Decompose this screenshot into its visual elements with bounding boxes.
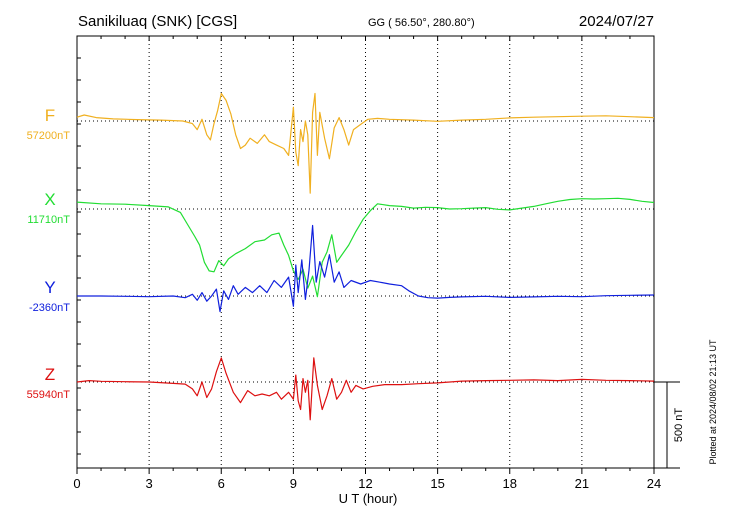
x-tick-label: 15 [430,476,444,491]
series-line-f [76,92,655,194]
x-axis-label: U T (hour) [339,491,398,506]
series-group [76,92,655,421]
x-tick-label: 9 [290,476,297,491]
station-title: Sanikiluaq (SNK) [CGS] [78,13,237,30]
scale-bar-label: 500 nT [673,408,685,443]
scale-bar: 500 nT [654,381,685,469]
series-baseline-y: -2360nT [29,302,70,314]
series-line-x [76,197,655,298]
x-tick-label: 21 [575,476,589,491]
series-name-f: F [45,106,55,125]
x-tick-label: 3 [146,476,153,491]
grid-lines [77,36,654,468]
axis-ticks: 0 3 6 9 12 15 18 21 24 [73,36,661,491]
series-name-x: X [44,190,55,209]
x-tick-label: 18 [503,476,517,491]
x-tick-label: 12 [358,476,372,491]
date-label: 2024/07/27 [579,13,654,30]
coordinates-label: GG ( 56.50°, 280.80°) [368,17,475,29]
series-baseline-f: 57200nT [27,130,71,142]
series-name-y: Y [44,278,55,297]
x-tick-label: 0 [73,476,80,491]
x-tick-label: 6 [218,476,225,491]
series-labels: F 57200nT X 11710nT Y -2360nT Z 55940nT [27,106,71,401]
x-tick-label: 24 [647,476,661,491]
series-line-y [77,224,655,313]
plotted-at-note: Plotted at 2024/08/02 21:13 UT [708,339,718,465]
series-name-z: Z [45,365,55,384]
series-baseline-x: 11710nT [27,214,70,226]
series-baseline-z: 55940nT [27,389,71,401]
series-line-z [76,357,655,421]
